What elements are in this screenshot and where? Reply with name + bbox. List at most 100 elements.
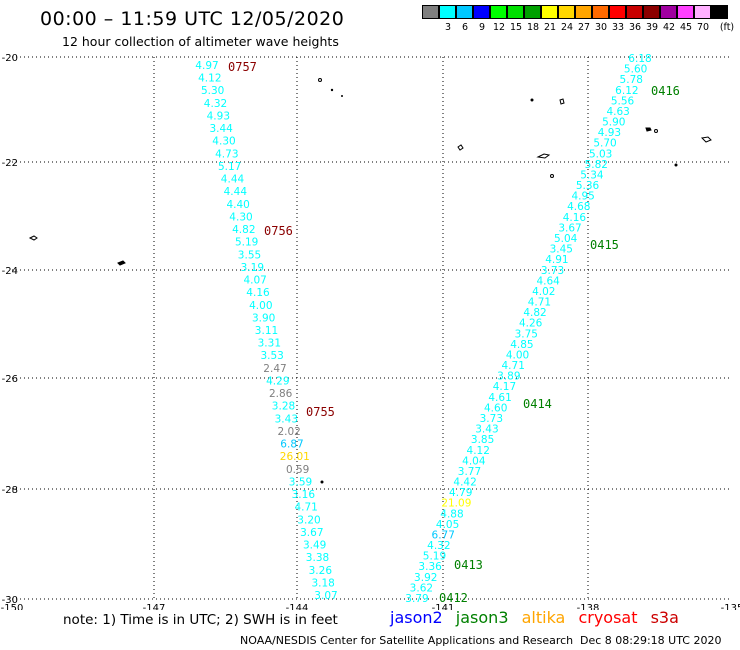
wave-height-label: 3.43	[475, 424, 498, 436]
wave-height-label: 4.12	[198, 73, 221, 85]
scale-tick-label: 27	[577, 22, 591, 33]
scale-swatch	[541, 5, 558, 19]
island-outline	[550, 174, 554, 178]
wave-height-label: 4.93	[207, 110, 230, 122]
island-outline	[341, 95, 343, 97]
wave-height-label: 4.00	[249, 300, 272, 312]
axis-labels: -20 -22 -24 -26 -28 -30-150 -147 -144 -141 -138 -1…	[1, 53, 740, 610]
wave-height-label: 6.87	[280, 439, 303, 451]
scale-swatch	[660, 5, 677, 19]
wave-height-label: 5.34	[580, 169, 604, 181]
wave-height-label: 4.73	[215, 148, 238, 160]
wave-height-label: 3.79	[405, 593, 428, 605]
wave-height-label: 4.93	[598, 127, 621, 139]
scale-tick-label: 45	[679, 22, 693, 33]
wave-height-label: 5.90	[602, 117, 625, 129]
legend-s3a: s3a	[650, 608, 679, 627]
wave-height-label: 5.70	[593, 138, 616, 150]
legend-jason3: jason3	[455, 608, 509, 627]
wave-height-label: 3.36	[418, 561, 442, 573]
lon-label: -135	[721, 603, 740, 610]
scale-tick-label: 21	[543, 22, 557, 33]
wave-height-label: 3.28	[272, 401, 295, 413]
scale-swatch	[439, 5, 456, 19]
scale-tick-label: 36	[628, 22, 642, 33]
lon-label: -150	[1, 603, 24, 610]
scale-tick-label: 24	[560, 22, 574, 33]
scale-tick-label: 33	[611, 22, 625, 33]
wave-height-label: 3.07	[314, 590, 337, 602]
wave-height-label: 4.32	[204, 98, 227, 110]
lat-label: -24	[2, 266, 18, 277]
lon-label: -138	[577, 603, 600, 610]
map-title: 00:00 – 11:59 UTC 12/05/2020	[40, 8, 345, 30]
lat-label: -20	[2, 53, 18, 64]
wave-height-label: 4.68	[567, 201, 590, 213]
pass-time-label: 0755	[306, 405, 335, 419]
wave-height-label: 4.88	[440, 508, 463, 520]
wave-height-label: 3.38	[306, 552, 329, 564]
scale-tick-label: 42	[662, 22, 676, 33]
wave-height-label: 2.47	[263, 363, 286, 375]
wave-height-label: 4.95	[571, 191, 594, 203]
scale-tick-label: 18	[526, 22, 540, 33]
wave-height-label: 3.90	[252, 312, 275, 324]
wave-height-label: 2.02	[277, 426, 300, 438]
pass-time-label: 0415	[590, 238, 619, 252]
wave-height-label: 3.18	[311, 577, 334, 589]
wave-height-label: 4.71	[502, 360, 525, 372]
wave-height-label: 3.75	[515, 328, 538, 340]
wave-height-label: 5.03	[589, 148, 612, 160]
map-subtitle: 12 hour collection of altimeter wave hei…	[62, 34, 339, 49]
wave-height-label: 4.82	[232, 224, 255, 236]
lat-label: -22	[2, 158, 18, 169]
wave-height-label: 5.04	[554, 233, 578, 245]
footer-timestamp: Dec 8 08:29:18 UTC 2020	[580, 634, 722, 647]
wave-height-label: 4.60	[484, 402, 507, 414]
wave-height-label: 4.82	[523, 307, 546, 319]
wave-height-label: 4.63	[606, 106, 629, 118]
wave-height-label: 4.05	[436, 519, 459, 531]
wave-height-label: 3.31	[258, 338, 281, 350]
wave-height-label: 3.73	[480, 413, 503, 425]
wave-height-label: 4.16	[246, 287, 270, 299]
wave-height-label: 4.85	[510, 339, 533, 351]
island-outline	[457, 144, 464, 151]
wave-height-label: 4.44	[224, 186, 248, 198]
wave-height-label: 3.73	[541, 265, 564, 277]
scale-tick-label: 9	[478, 22, 486, 33]
wave-height-label: 3.89	[497, 371, 520, 383]
lon-label: -144	[286, 603, 309, 610]
wave-height-label: 3.11	[255, 325, 278, 337]
lat-label: -26	[2, 374, 18, 385]
scale-tick-label: 70	[696, 22, 710, 33]
wave-height-label: 21.09	[441, 498, 471, 510]
island-outline	[700, 136, 712, 143]
wave-height-label: 4.16	[563, 212, 587, 224]
wave-height-label: 3.53	[260, 350, 283, 362]
pass-time-label: 0416	[651, 84, 680, 98]
scale-unit: (ft)	[719, 22, 735, 33]
island-outline	[318, 78, 322, 82]
wave-height-label: 5.19	[423, 551, 446, 563]
pass-time-label: 0757	[228, 60, 257, 74]
wave-height-label: 3.67	[558, 222, 581, 234]
wave-height-label: 4.97	[195, 60, 218, 72]
wave-height-label: 4.29	[266, 375, 289, 387]
lat-label: -28	[2, 485, 18, 496]
wave-height-label: 4.30	[229, 211, 252, 223]
wave-height-label: 3.45	[550, 244, 573, 256]
island-outline	[559, 98, 565, 105]
island-outline	[530, 98, 534, 102]
wave-height-label: 3.59	[289, 476, 312, 488]
wave-height-label: 4.61	[488, 392, 511, 404]
scale-swatch	[473, 5, 490, 19]
wave-height-label: 6.18	[628, 53, 651, 65]
scale-tick-label: 3	[444, 22, 452, 33]
wave-height-label: 3.49	[303, 540, 326, 552]
wave-height-label: 5.17	[218, 161, 241, 173]
wave-height-label: 2.86	[269, 388, 293, 400]
wave-height-label: 0.59	[286, 464, 309, 476]
wave-height-label: 4.91	[545, 254, 568, 266]
wave-height-label: 3.67	[300, 527, 323, 539]
